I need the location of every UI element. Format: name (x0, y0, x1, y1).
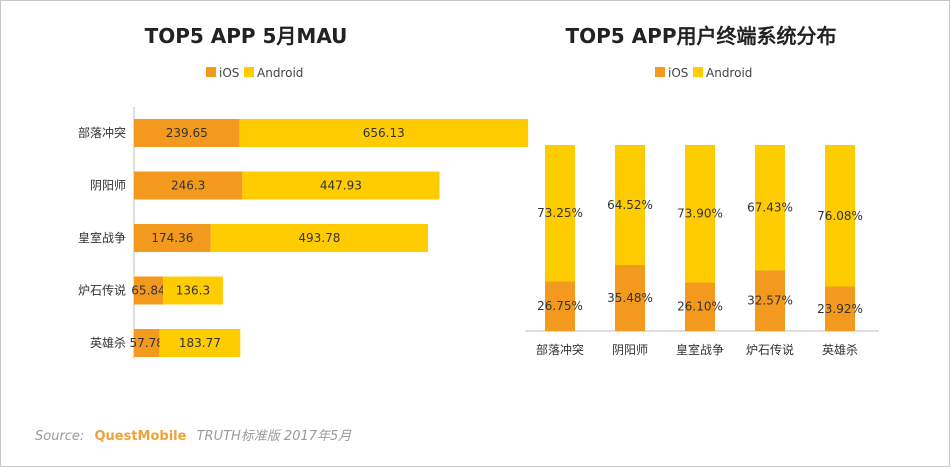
mau-category-label: 皇室战争 (78, 230, 126, 245)
os-share-chart-title: TOP5 APP用户终端系统分布 (566, 24, 837, 48)
os-bar-ios (825, 286, 855, 331)
mau-bar-ios (134, 329, 160, 357)
mau-bar-android (239, 119, 529, 147)
mau-legend-android-label: Android (257, 66, 303, 80)
os-category-label: 阴阳师 (612, 343, 648, 357)
os-value-android: 73.90% (677, 207, 723, 221)
os-category-label: 炉石传说 (746, 342, 794, 357)
mau-category-label: 阴阳师 (90, 179, 126, 193)
mau-value-ios: 246.3 (171, 179, 205, 193)
mau-legend-android-swatch (244, 67, 254, 77)
os-bar-ios (685, 282, 715, 331)
os-bar-android (685, 145, 715, 283)
mau-value-ios: 174.36 (151, 231, 193, 245)
mau-category-label: 英雄杀 (90, 335, 126, 350)
os-value-android: 64.52% (607, 198, 653, 212)
mau-value-ios: 65.84 (131, 284, 165, 298)
mau-bar-android (242, 171, 440, 200)
mau-bar-android (159, 329, 241, 357)
os-value-ios: 35.48% (607, 291, 653, 305)
mau-bars: 部落冲突 239.65 656.13 阴阳师 246.3 447.93 皇室战争 174.36… (78, 119, 529, 357)
mau-value-android: 136.3 (176, 284, 210, 298)
os-share-chart: TOP5 APP用户终端系统分布 iOS Android 26.75% 73.25… (525, 24, 879, 357)
mau-value-android: 493.78 (298, 231, 340, 245)
os-category-label: 皇室战争 (676, 342, 724, 357)
mau-value-ios: 239.65 (166, 126, 208, 140)
os-bar-ios (755, 270, 785, 331)
source-text: TRUTH标准版 2017年5月 (196, 429, 352, 444)
mau-value-android: 656.13 (363, 126, 405, 140)
os-share-legend: iOS Android (655, 66, 752, 80)
os-value-android: 73.25% (537, 206, 583, 220)
source-brand: QuestMobile (94, 429, 187, 444)
os-bar-ios (545, 281, 575, 331)
os-value-ios: 32.57% (747, 294, 793, 308)
mau-bar-android (210, 224, 428, 252)
mau-bar-ios (134, 224, 211, 252)
mau-bar-android (162, 276, 223, 305)
os-legend-android-swatch (693, 67, 703, 77)
mau-bar-ios (134, 119, 240, 147)
mau-category-label: 炉石传说 (78, 283, 126, 298)
mau-value-android: 447.93 (320, 179, 362, 193)
mau-bar-ios (134, 276, 163, 305)
source-note: Source: QuestMobile TRUTH标准版 2017年5月 (35, 425, 351, 444)
os-bar-android (615, 145, 645, 266)
mau-chart-title: TOP5 APP 5月MAU (145, 24, 348, 48)
os-value-android: 67.43% (747, 201, 793, 215)
mau-legend-ios-swatch (206, 67, 216, 77)
os-category-label: 部落冲突 (536, 342, 584, 357)
os-bar-android (545, 145, 575, 282)
os-legend-android-label: Android (706, 66, 752, 80)
source-label: Source: (35, 429, 85, 444)
os-legend-ios-swatch (655, 67, 665, 77)
mau-bar-ios (134, 171, 243, 200)
mau-legend-ios-label: iOS (219, 66, 239, 80)
os-legend-ios-label: iOS (668, 66, 688, 80)
mau-legend: iOS Android (206, 66, 303, 80)
mau-category-label: 部落冲突 (78, 125, 126, 140)
os-bar-ios (615, 265, 645, 331)
os-value-ios: 23.92% (817, 302, 863, 316)
mau-chart: TOP5 APP 5月MAU iOS Android 部落冲突 239.65 656… (78, 24, 529, 359)
mau-value-android: 183.77 (179, 336, 221, 350)
os-share-bars: 26.75% 73.25% 部落冲突 35.48% 64.52% 阴阳师 26.10% 73.… (536, 145, 863, 357)
os-bar-android (825, 145, 855, 287)
mau-value-ios: 57.78 (130, 336, 164, 350)
os-category-label: 英雄杀 (822, 342, 858, 357)
os-bar-android (755, 145, 785, 271)
os-value-ios: 26.10% (677, 300, 723, 314)
os-value-ios: 26.75% (537, 299, 583, 313)
os-value-android: 76.08% (817, 209, 863, 223)
